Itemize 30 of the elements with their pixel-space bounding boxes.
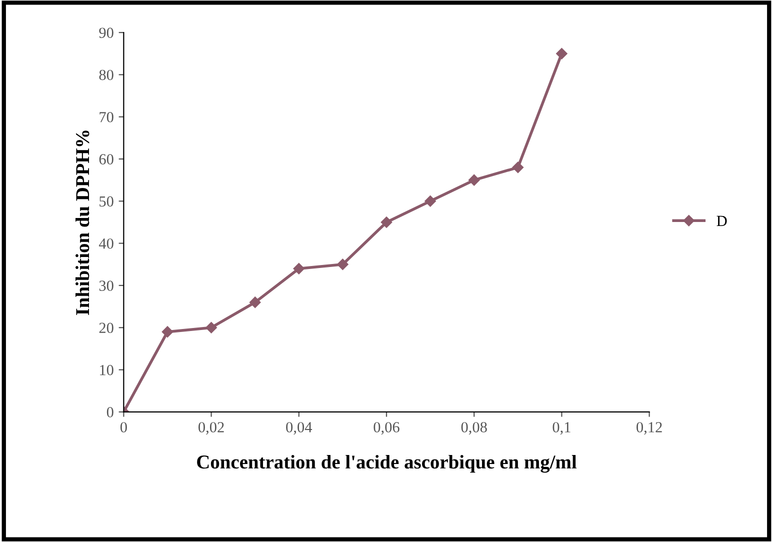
- point: [293, 262, 304, 274]
- y-tick-label: 0: [106, 407, 114, 418]
- point: [512, 162, 524, 174]
- y-tick-label: 20: [99, 322, 114, 334]
- point: [380, 216, 392, 228]
- y-tick-label: 60: [99, 154, 114, 164]
- y-axis-title: Inhibition du DPPH%: [75, 130, 90, 316]
- x-axis-title: Concentration de l'acide ascorbique en mg/ml: [197, 454, 577, 473]
- point: [468, 174, 480, 186]
- point: [206, 322, 217, 334]
- x-tick-label: 0,08: [461, 422, 487, 435]
- x-tick-label: 0,02: [198, 422, 224, 435]
- point: [337, 258, 348, 270]
- y-tick-label: 30: [99, 280, 114, 291]
- y-tick-label: 10: [100, 364, 114, 376]
- x-tick-label: 0,04: [286, 422, 312, 435]
- legend-label: D: [716, 216, 727, 226]
- x-tick-label: 0,06: [374, 422, 400, 435]
- point: [424, 196, 436, 207]
- y-tick-label: 50: [100, 196, 114, 207]
- point: [249, 296, 261, 308]
- y-tick-label: 70: [100, 112, 114, 122]
- x-tick-label: 0,12: [636, 422, 662, 435]
- point: [556, 48, 568, 60]
- x-tick-label: 0: [120, 422, 127, 432]
- x-tick-label: 0,1: [552, 422, 570, 435]
- point: [162, 326, 174, 338]
- y-tick-label: 90: [99, 28, 114, 38]
- y-tick-label: 40: [98, 238, 114, 249]
- y-tick-label: 80: [99, 70, 114, 80]
